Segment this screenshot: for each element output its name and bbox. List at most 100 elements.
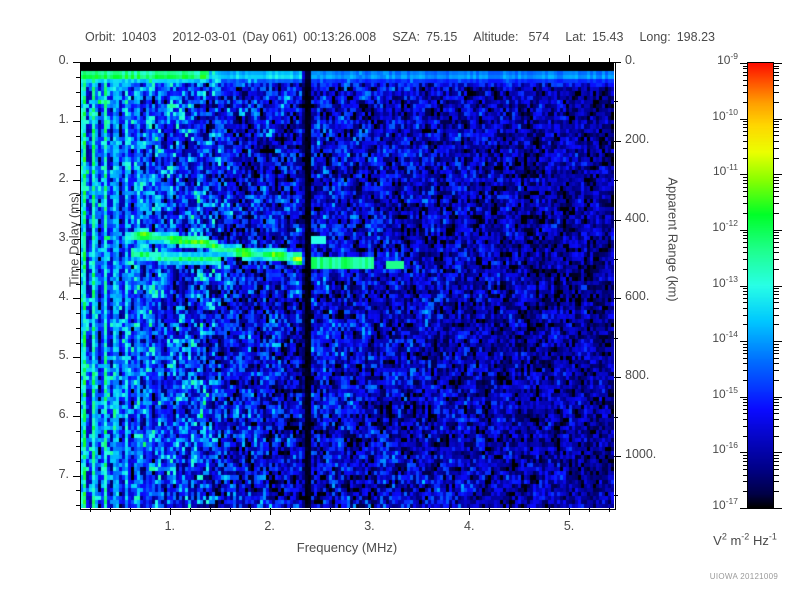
colorbar-tick-minor-left xyxy=(743,130,748,132)
y-tick-minor xyxy=(76,431,80,433)
x-tick-label-0: 1. xyxy=(164,519,176,533)
colorbar-tick-label-4: 10-13 xyxy=(684,274,738,290)
y-tick-major-0 xyxy=(73,62,80,63)
y-tick-minor xyxy=(76,91,80,93)
colorbar-tick-minor-left xyxy=(743,124,748,125)
colorbar-tick-major-left-7 xyxy=(740,452,748,454)
colorbar-tick-mantissa-1: 10 xyxy=(712,108,726,123)
lat-label: Lat: xyxy=(565,30,587,44)
colorbar-tick-exponent-2: -11 xyxy=(726,162,738,173)
colorbar-tick-minor-right xyxy=(773,294,779,296)
colorbar-tick-minor-left xyxy=(743,481,748,483)
colorbar-tick-minor-right xyxy=(773,481,779,483)
colorbar-tick-minor-left xyxy=(743,68,748,70)
colorbar-tick-minor-left xyxy=(743,235,748,237)
colorbar-tick-minor-left xyxy=(743,252,748,253)
colorbar-tick-minor-right xyxy=(773,92,779,94)
observation-time: 00:13:26.008 xyxy=(303,30,377,44)
colorbar-tick-minor-right xyxy=(773,370,779,372)
y-tick-minor xyxy=(76,401,80,403)
y2-tick-major-3 xyxy=(614,298,621,300)
x-tick-major-3 xyxy=(469,508,471,515)
colorbar-tick-minor-left xyxy=(743,294,748,296)
colorbar-tick-minor-left xyxy=(743,464,748,466)
colorbar-tick-minor-left xyxy=(743,418,748,420)
colorbar-tick-minor-right xyxy=(773,491,779,493)
colorbar-tick-minor-right xyxy=(773,399,779,401)
colorbar-tick-minor-right xyxy=(773,238,779,240)
colorbar-tick-minor-right xyxy=(773,179,779,181)
colorbar-tick-minor-left xyxy=(743,454,748,456)
colorbar-tick-major-left-8 xyxy=(740,508,748,509)
day-of-year: (Day 061) xyxy=(242,30,298,44)
units-meter: m xyxy=(730,533,742,548)
units-volt-exponent: 2 xyxy=(721,531,727,542)
colorbar-tick-label-7: 10-16 xyxy=(684,441,738,456)
colorbar-tick-minor-left xyxy=(743,346,748,348)
colorbar-tick-minor-right xyxy=(773,357,779,359)
colorbar-tick-minor-left xyxy=(743,246,748,248)
colorbar-tick-minor-right xyxy=(773,124,779,125)
x-tick-label-2: 3. xyxy=(364,519,375,533)
colorbar-tick-minor-left xyxy=(743,353,748,355)
y-tick-minor xyxy=(76,224,80,226)
colorbar-tick-label-1: 10-10 xyxy=(684,107,738,123)
colorbar-tick-minor-right xyxy=(773,474,779,476)
colorbar-tick-minor-right xyxy=(773,203,779,205)
colorbar-tick-minor-left xyxy=(743,399,748,401)
y2-tick-major-5 xyxy=(614,455,621,457)
colorbar-tick-minor-left xyxy=(743,413,748,415)
colorbar-tick-minor-left xyxy=(743,121,748,123)
y-tick-minor xyxy=(76,342,80,344)
colorbar-tick-major-left-4 xyxy=(740,285,748,287)
x-axis-title: Frequency (MHz) xyxy=(296,540,398,555)
altitude-label: Altitude: xyxy=(473,30,519,44)
x-tick-major-2 xyxy=(369,508,371,515)
y2-tick-minor xyxy=(614,416,618,418)
colorbar-tick-minor-right xyxy=(773,79,779,81)
colorbar-tick-major-right-2 xyxy=(773,174,782,176)
colorbar-tick-major-right-3 xyxy=(773,229,782,231)
colorbar-units-label: V2 m-2 Hz-1 xyxy=(690,531,800,548)
x-tick-minor xyxy=(509,508,511,512)
x-tick-top xyxy=(149,58,151,62)
y2-tick-major-4 xyxy=(614,377,621,379)
header-metadata-line: Orbit: 10403 2012-03-01 (Day 061) 00:13:26.0… xyxy=(0,30,800,48)
colorbar-tick-minor-left xyxy=(743,324,748,326)
x-tick-top xyxy=(309,58,311,62)
units-meter-exponent: -2 xyxy=(741,531,750,542)
colorbar-tick-mantissa-4: 10 xyxy=(712,275,726,290)
colorbar-tick-minor-right xyxy=(773,85,779,87)
x-tick-top xyxy=(169,55,171,62)
colorbar-tick-minor-left xyxy=(743,491,748,493)
colorbar-tick-mantissa-2: 10 xyxy=(712,164,727,179)
colorbar-tick-label-6: 10-15 xyxy=(684,386,738,401)
x-tick-minor xyxy=(309,508,311,512)
colorbar-tick-minor-right xyxy=(773,65,779,67)
x-tick-top xyxy=(469,55,471,62)
colorbar-tick-mantissa-0: 10 xyxy=(717,53,731,67)
colorbar-tick-minor-left xyxy=(743,242,748,244)
lat-value: 15.43 xyxy=(592,30,624,44)
colorbar-tick-mantissa-6: 10 xyxy=(712,386,726,401)
x-tick-minor xyxy=(229,508,231,512)
colorbar-tick-minor-right xyxy=(773,268,779,270)
colorbar-tick-minor-right xyxy=(773,101,779,103)
x-tick-minor xyxy=(449,508,451,512)
x-tick-top xyxy=(249,58,251,62)
x-tick-top xyxy=(449,58,451,62)
x-tick-top xyxy=(229,58,231,62)
x-tick-top xyxy=(349,58,351,62)
colorbar-tick-major-right-0 xyxy=(773,63,782,64)
colorbar-tick-mantissa-8: 10 xyxy=(712,498,726,512)
x-tick-major-1 xyxy=(269,508,271,515)
colorbar-tick-exponent-3: -12 xyxy=(725,217,738,228)
x-tick-top xyxy=(489,58,491,62)
colorbar-tick-minor-right xyxy=(773,418,779,420)
colorbar-tick-exponent-8: -17 xyxy=(725,496,738,506)
colorbar-tick-minor-right xyxy=(773,258,779,260)
y-tick-minor xyxy=(76,253,80,255)
colorbar-tick-minor-right xyxy=(773,405,779,407)
colorbar-tick-minor-left xyxy=(743,297,748,299)
y-tick-major-7 xyxy=(73,475,80,477)
